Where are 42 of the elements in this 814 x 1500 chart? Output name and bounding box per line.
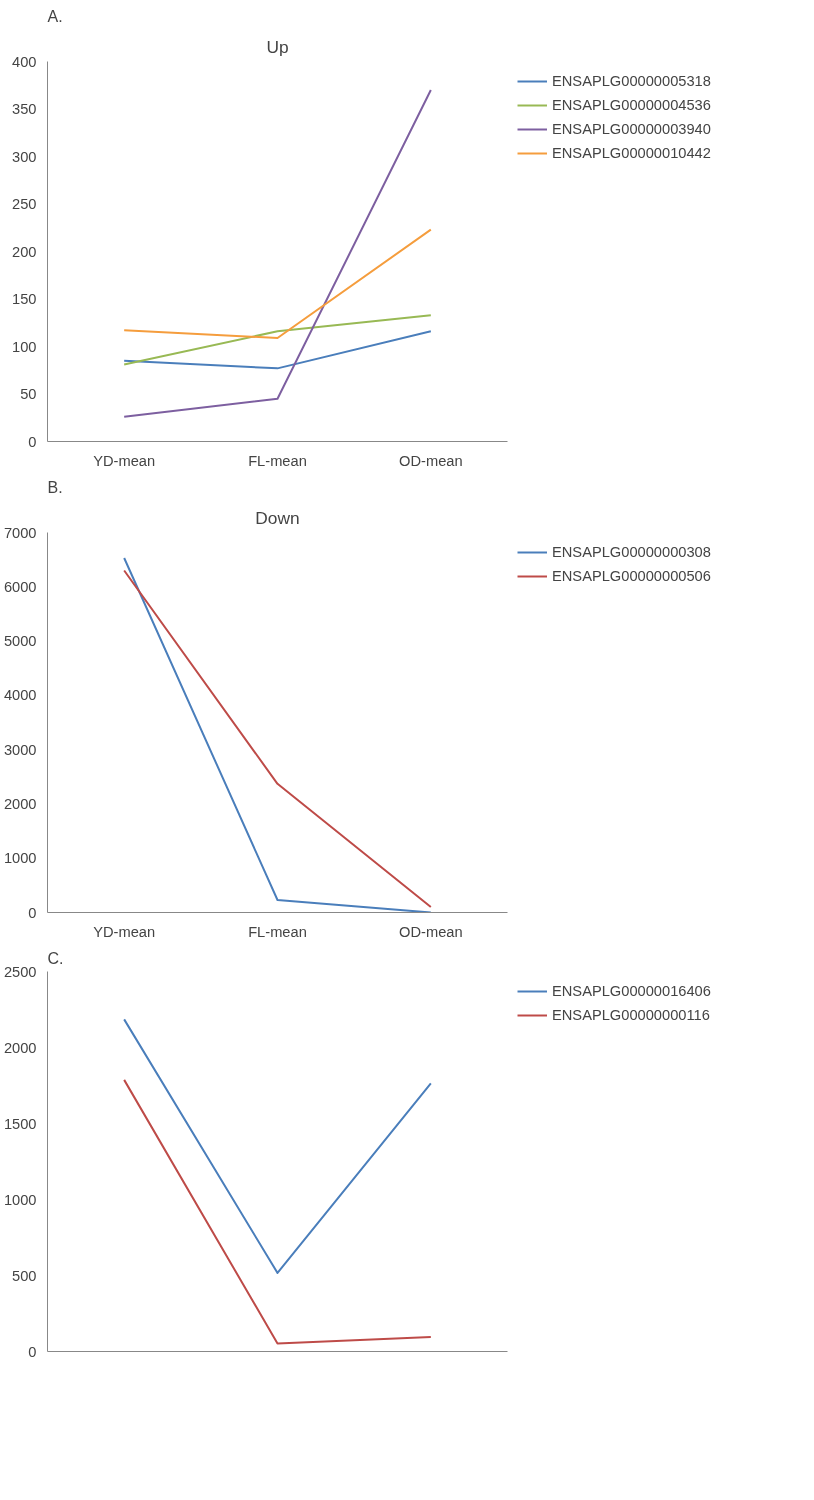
y-tick-label: 1500 [3,1115,37,1132]
legend-label: ENSAPLG00000003940 [552,121,711,137]
y-tick-label: 50 [20,386,37,402]
chart-title: Down [255,507,300,528]
y-tick-label: 2000 [3,1039,37,1056]
y-tick-label: 150 [12,291,37,307]
y-tick-label: 2000 [3,795,37,812]
y-tick-label: 500 [12,1267,37,1284]
x-tick-label: YD-mean [93,452,156,469]
y-tick-label: 0 [28,904,37,921]
legend-label: ENSAPLG00000016406 [552,983,711,999]
y-tick-label: 5000 [3,633,37,650]
y-tick-label: 350 [12,101,37,117]
y-tick-label: 1000 [3,1191,37,1208]
x-tick-label: OD-mean [399,923,463,940]
legend-label: ENSAPLG00000004536 [552,97,711,113]
text: B. [47,478,63,496]
y-tick-label: 250 [12,196,37,212]
legend-label: ENSAPLG00000000116 [552,1007,710,1023]
legend-label: ENSAPLG00000005318 [552,73,711,89]
chart-title: Up [266,36,289,57]
legend-label: ENSAPLG00000000506 [552,568,711,584]
x-tick-label: FL-mean [248,923,307,940]
text: C. [47,949,64,967]
y-tick-label: 300 [12,148,37,165]
text: A. [47,7,63,25]
x-tick-label: FL-mean [248,452,307,469]
y-tick-label: 4000 [3,687,37,704]
y-tick-label: 400 [12,53,37,70]
y-tick-label: 200 [12,243,37,260]
y-tick-label: 100 [12,338,37,355]
y-tick-label: 1000 [3,850,37,867]
x-tick-label: YD-mean [93,923,156,940]
y-tick-label: 2500 [3,963,37,980]
y-tick-label: 7000 [3,524,37,541]
legend-label: ENSAPLG00000010442 [552,145,711,161]
y-tick-label: 3000 [3,741,37,758]
y-tick-label: 6000 [3,578,37,595]
y-tick-label: 0 [28,433,37,450]
y-tick-label: 0 [28,1343,37,1360]
legend-label: ENSAPLG00000000308 [552,544,711,560]
x-tick-label: OD-mean [399,452,463,469]
